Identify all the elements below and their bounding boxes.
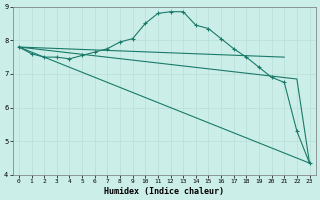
X-axis label: Humidex (Indice chaleur): Humidex (Indice chaleur) (104, 187, 224, 196)
